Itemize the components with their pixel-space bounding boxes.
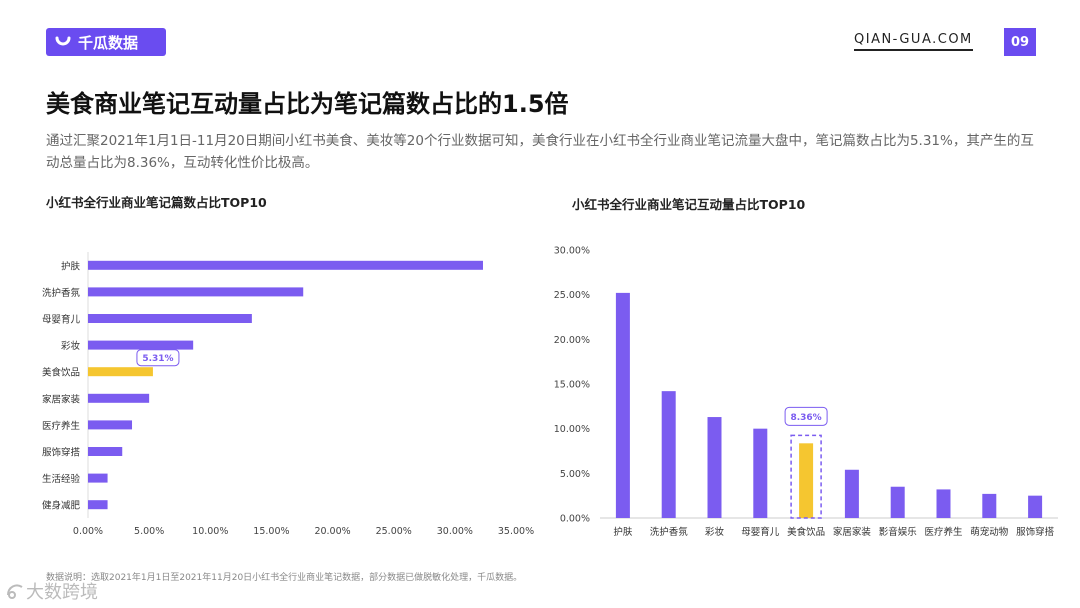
category-label: 母婴育儿: [42, 314, 81, 326]
x-tick-label: 0.00%: [73, 526, 103, 537]
bar: [88, 420, 133, 430]
page-description: 通过汇聚2021年1月1日-11月20日期间小红书美食、美妆等20个行业数据可知…: [46, 133, 1034, 171]
category-label: 护肤: [613, 526, 633, 538]
category-label: 母婴育儿: [741, 526, 780, 538]
y-tick-label: 25.00%: [554, 290, 590, 301]
bar: [1028, 495, 1043, 518]
category-label: 美食饮品: [787, 526, 825, 538]
data-note: 数据说明：选取2021年1月1日至2021年11月20日小红书全行业商业笔记数据…: [46, 573, 523, 583]
qiangua-logo-icon: [55, 36, 71, 46]
category-label: 家居家装: [42, 393, 81, 405]
y-tick-label: 10.00%: [554, 424, 590, 435]
callout-label: 8.36%: [790, 413, 821, 423]
bar: [615, 292, 630, 518]
category-label: 萌宠动物: [970, 526, 1009, 538]
callout-box: [136, 349, 180, 367]
x-tick-label: 20.00%: [314, 526, 350, 537]
y-tick-label: 20.00%: [554, 335, 590, 346]
x-tick-label: 5.00%: [134, 526, 164, 537]
bar: [936, 489, 951, 518]
callout-box: [784, 406, 828, 426]
brand-text: 大数跨境: [26, 582, 98, 603]
x-tick-label: 35.00%: [498, 526, 534, 537]
right-bar-chart: 0.00% 5.00% 10.00% 15.00% 20.00% 25.00% 30.00%…: [554, 246, 1058, 538]
page-number: 09: [1004, 28, 1036, 56]
bar: [88, 260, 483, 270]
category-label: 彩妆: [705, 526, 725, 538]
category-label: 护肤: [61, 260, 81, 272]
bar: [88, 367, 153, 377]
category-label: 家居家装: [833, 526, 872, 538]
highlight-dashed-frame: [790, 434, 822, 519]
category-label: 彩妆: [61, 340, 81, 352]
bar: [753, 428, 768, 518]
category-label: 服饰穿搭: [42, 447, 81, 459]
bar: [982, 493, 997, 518]
category-label: 健身减肥: [42, 500, 81, 512]
bar: [707, 417, 722, 518]
left-chart-title: 小红书全行业商业笔记篇数占比TOP10: [46, 195, 267, 210]
category-label: 医疗养生: [42, 420, 81, 432]
y-tick-label: 0.00%: [560, 514, 590, 525]
logo-text: 千瓜数据: [78, 33, 139, 52]
category-label: 服饰穿搭: [1016, 526, 1055, 538]
bar: [890, 486, 905, 518]
category-label: 医疗养生: [924, 526, 963, 538]
bar: [88, 447, 123, 456]
site-url[interactable]: QIAN-GUA.COM: [854, 32, 973, 51]
bar: [88, 393, 150, 403]
category-label: 生活经验: [42, 473, 81, 485]
callout-label: 5.31%: [142, 354, 173, 364]
bar: [88, 340, 194, 350]
bar: [88, 314, 252, 323]
brand-mark-icon: [7, 584, 23, 599]
y-tick-label: 15.00%: [554, 380, 590, 391]
category-label: 洗护香氛: [650, 526, 689, 538]
page-title: 美食商业笔记互动量占比为笔记篇数占比的1.5倍: [46, 90, 569, 118]
x-tick-label: 10.00%: [192, 526, 228, 537]
category-label: 影音娱乐: [879, 526, 918, 538]
right-chart-title: 小红书全行业商业笔记互动量占比TOP10: [572, 197, 806, 212]
category-label: 洗护香氛: [42, 287, 81, 299]
y-tick-label: 5.00%: [560, 469, 590, 480]
x-tick-label: 30.00%: [437, 526, 473, 537]
x-tick-label: 25.00%: [376, 526, 412, 537]
bar: [88, 287, 304, 297]
brand-logo: 千瓜数据: [46, 28, 166, 56]
bar: [661, 391, 676, 518]
bar: [88, 500, 108, 510]
bar: [88, 473, 108, 483]
watermark-brand: 大数跨境: [4, 578, 98, 604]
y-tick-label: 30.00%: [554, 246, 590, 257]
x-tick-label: 15.00%: [253, 526, 289, 537]
bar: [844, 469, 859, 518]
bar: [799, 443, 814, 518]
category-label: 美食饮品: [42, 367, 80, 379]
